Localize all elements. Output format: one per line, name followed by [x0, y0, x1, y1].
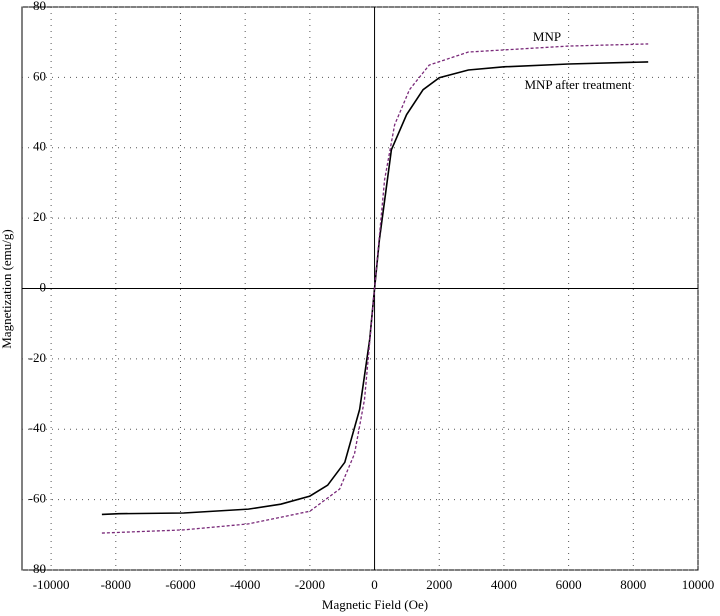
y-tick-label: -60 [29, 491, 46, 506]
y-tick-label: -80 [29, 561, 46, 576]
x-tick-label: -4000 [230, 577, 260, 592]
x-tick-label: -10000 [33, 577, 70, 592]
x-tick-label: 8000 [620, 577, 646, 592]
y-tick-label: 0 [40, 279, 47, 294]
y-tick-label: 80 [33, 0, 46, 13]
x-axis-label: Magnetic Field (Oe) [322, 597, 428, 612]
y-tick-label: -20 [29, 350, 46, 365]
x-tick-label: -6000 [165, 577, 195, 592]
y-tick-label: 40 [33, 139, 46, 154]
x-tick-label: -2000 [295, 577, 325, 592]
legend-label: MNP [533, 29, 561, 44]
x-tick-label: 2000 [426, 577, 452, 592]
legend-label: MNP after treatment [524, 77, 631, 92]
x-tick-label: 0 [371, 577, 378, 592]
x-tick-label: -8000 [101, 577, 131, 592]
y-axis-label: Magnetization (emu/g) [0, 229, 14, 349]
x-tick-label: 6000 [556, 577, 582, 592]
y-tick-label: 20 [33, 209, 46, 224]
x-tick-label: 4000 [491, 577, 517, 592]
y-tick-label: -40 [29, 420, 46, 435]
series-line [101, 43, 649, 534]
x-tick-label: 10000 [682, 577, 715, 592]
y-tick-label: 60 [33, 68, 46, 83]
